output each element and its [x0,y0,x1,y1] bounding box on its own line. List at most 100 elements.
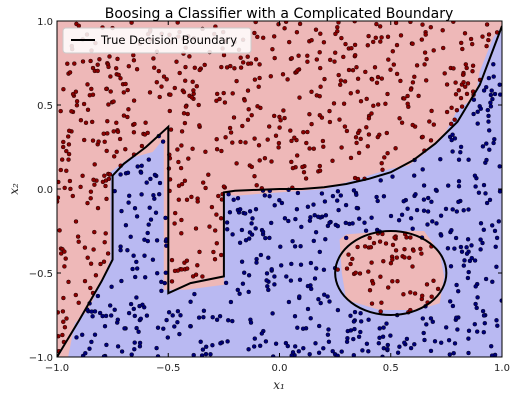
data-point-class-1 [111,154,117,159]
data-point-class-1 [435,286,441,292]
data-point-class-1 [317,168,323,173]
data-point-class-1 [414,63,420,68]
data-point-class-1 [187,54,192,59]
data-point-class-2 [165,335,171,340]
data-point-class-2 [450,207,455,212]
data-point-class-1 [333,31,338,37]
data-point-class-1 [126,107,131,112]
data-point-class-1 [427,119,432,124]
data-point-class-2 [223,280,229,286]
data-point-class-1 [114,120,119,126]
data-point-class-2 [92,332,98,337]
data-point-class-1 [366,33,371,39]
data-point-class-1 [182,120,188,126]
data-point-class-2 [148,176,153,182]
data-point-class-1 [369,301,375,306]
data-point-class-2 [263,339,269,344]
data-point-class-2 [144,313,150,318]
data-point-class-2 [145,230,150,236]
data-point-class-1 [395,279,400,284]
data-point-class-2 [345,336,350,341]
data-point-class-1 [245,61,251,66]
data-point-class-1 [342,124,348,129]
data-point-class-1 [106,102,111,107]
data-point-class-1 [249,112,254,118]
data-point-class-2 [240,281,246,286]
data-point-class-1 [80,59,86,64]
data-point-class-2 [318,300,323,306]
data-point-class-2 [210,343,215,348]
data-point-class-1 [189,194,194,200]
data-point-class-1 [89,119,95,125]
data-point-class-2 [428,316,434,321]
data-point-class-2 [469,255,474,261]
data-point-class-2 [433,187,439,193]
data-point-class-2 [351,319,357,324]
data-point-class-1 [428,25,433,30]
data-point-class-2 [321,267,327,272]
data-point-class-2 [466,328,472,333]
data-point-class-2 [395,350,401,355]
data-point-class-1 [168,127,174,132]
data-point-class-1 [73,219,79,224]
data-point-class-1 [449,121,454,127]
data-point-class-2 [199,353,205,357]
data-point-class-2 [352,309,358,315]
data-point-class-1 [190,146,195,152]
data-point-class-2 [151,192,156,198]
data-point-class-2 [134,295,139,300]
data-point-class-1 [379,76,384,81]
data-point-class-1 [191,88,196,93]
data-point-class-2 [344,339,350,344]
data-point-class-1 [374,21,379,27]
data-point-class-1 [255,104,260,109]
data-point-class-2 [487,128,492,133]
data-point-class-1 [486,37,491,43]
data-point-class-1 [172,221,177,226]
data-point-class-1 [85,107,91,113]
data-point-class-2 [376,341,381,346]
data-point-class-1 [385,34,391,39]
data-point-class-2 [74,335,79,340]
data-point-class-2 [227,210,233,215]
data-point-class-1 [172,210,178,216]
data-point-class-1 [76,239,81,244]
data-point-class-1 [289,159,294,165]
data-point-class-1 [358,136,363,142]
data-point-class-1 [464,91,470,97]
data-point-class-1 [57,228,62,233]
data-point-class-1 [303,176,309,181]
data-point-class-2 [402,340,407,345]
data-point-class-2 [131,306,137,312]
data-point-class-2 [444,325,449,330]
data-point-class-1 [88,261,94,266]
data-point-class-1 [100,179,106,185]
data-point-class-1 [106,64,111,70]
data-point-class-1 [431,278,436,283]
x-tick-label: −0.5 [156,363,180,374]
data-point-class-2 [258,252,264,258]
data-point-class-1 [113,66,119,71]
data-point-class-1 [91,177,96,183]
data-point-class-1 [257,75,262,81]
data-point-class-2 [95,293,101,299]
data-point-class-2 [458,244,464,250]
data-point-class-2 [322,292,327,297]
data-point-class-2 [208,352,213,357]
data-point-class-1 [104,148,109,154]
data-point-class-1 [280,72,286,77]
data-point-class-2 [473,184,478,189]
data-point-class-1 [117,136,123,142]
data-point-class-1 [256,84,261,89]
data-point-class-1 [484,43,489,49]
data-point-class-1 [179,267,184,272]
data-point-class-1 [371,103,376,109]
data-points [57,21,502,357]
data-point-class-2 [405,206,410,211]
data-point-class-1 [440,28,445,33]
data-point-class-2 [360,348,365,353]
data-point-class-1 [200,180,206,185]
data-point-class-1 [176,197,182,202]
data-point-class-2 [385,342,390,348]
